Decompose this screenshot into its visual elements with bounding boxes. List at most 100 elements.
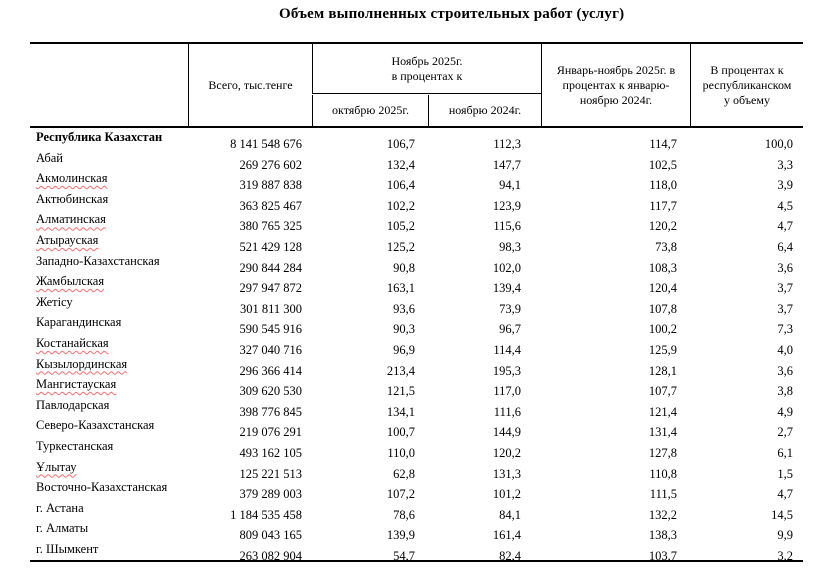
total-value-cell: 125 221 513 (239, 466, 303, 481)
republic-share-cell: 4,7 (777, 219, 793, 234)
percent-to-october-cell: 106,4 (386, 178, 415, 193)
region-name-cell: Восточно-Казахстанская (36, 480, 168, 495)
total-value-cell: 309 620 530 (239, 384, 303, 399)
percent-jan-nov-cell: 127,8 (648, 445, 677, 460)
table-row: г. Алматы 809 043 165 139,9 161,4 138,3 … (30, 519, 803, 543)
total-value-cell: 380 765 325 (239, 219, 303, 234)
percent-to-november-cell: 98,3 (499, 239, 521, 254)
table-row: Павлодарская 398 776 845 134,1 111,6 121… (30, 396, 803, 419)
total-value-cell: 297 947 872 (239, 281, 303, 296)
total-value-cell: 398 776 845 (239, 404, 303, 419)
percent-to-november-cell: 195,3 (492, 363, 521, 378)
table-row: Западно-Казахстанская 290 844 284 90,8 1… (30, 252, 803, 275)
percent-to-october-cell: 125,2 (386, 239, 415, 254)
percent-to-october-cell: 163,1 (386, 281, 415, 296)
region-name-cell: Ұлытау (36, 459, 77, 474)
region-name-cell: Алматинская (36, 212, 106, 227)
table-row: Республика Казахстан 8 141 548 676 106,7… (30, 128, 803, 151)
percent-jan-nov-cell: 120,4 (648, 281, 677, 296)
republic-share-cell: 3,3 (777, 157, 793, 172)
percent-to-november-cell: 147,7 (492, 157, 521, 172)
percent-to-october-cell: 100,7 (386, 425, 415, 440)
table-row: Жетісу 301 811 300 93,6 73,9 107,8 3,7 (30, 293, 803, 316)
total-value-cell: 269 276 602 (239, 157, 303, 172)
percent-jan-nov-cell: 110,8 (649, 466, 677, 481)
percent-to-october-cell: 90,3 (393, 322, 415, 337)
percent-jan-nov-cell: 107,8 (648, 301, 677, 316)
region-name-cell: г. Алматы (36, 521, 89, 536)
percent-jan-nov-cell: 128,1 (648, 363, 677, 378)
column-header-jan-nov-percent: Январь-ноябрь 2025г. в процентах к январ… (541, 44, 690, 126)
total-value-cell: 590 545 916 (239, 322, 303, 337)
percent-to-november-cell: 82,4 (499, 548, 521, 563)
percent-to-october-cell: 110,0 (387, 445, 415, 460)
republic-share-cell: 3,2 (777, 548, 793, 563)
total-value-cell: 319 887 838 (239, 178, 303, 193)
table-row: Карагандинская 590 545 916 90,3 96,7 100… (30, 313, 803, 337)
region-name-cell: Павлодарская (36, 397, 110, 412)
total-value-cell: 296 366 414 (239, 363, 303, 378)
percent-to-october-cell: 132,4 (386, 157, 415, 172)
republic-share-cell: 3,6 (777, 363, 793, 378)
percent-jan-nov-cell: 125,9 (648, 342, 677, 357)
total-value-cell: 219 076 291 (239, 425, 303, 440)
percent-to-november-cell: 161,4 (492, 528, 521, 543)
total-value-cell: 521 429 128 (239, 239, 303, 254)
region-name-cell: Карагандинская (36, 315, 122, 330)
table-row: Северо-Казахстанская 219 076 291 100,7 1… (30, 416, 803, 440)
republic-share-cell: 3,6 (777, 260, 793, 275)
table-row: г. Астана 1 184 535 458 78,6 84,1 132,2 … (30, 499, 803, 522)
republic-share-cell: 1,5 (777, 466, 793, 481)
total-value-cell: 327 040 716 (239, 342, 303, 357)
percent-to-november-cell: 84,1 (499, 507, 521, 522)
percent-jan-nov-cell: 102,5 (648, 157, 677, 172)
republic-share-cell: 4,9 (777, 404, 793, 419)
percent-to-november-cell: 73,9 (499, 301, 521, 316)
region-name-cell: Жетісу (36, 294, 73, 309)
region-name-cell: Абай (36, 150, 63, 165)
percent-jan-nov-cell: 107,7 (648, 384, 677, 399)
republic-share-cell: 4,5 (777, 198, 793, 213)
column-header-to-october: октябрю 2025г. (312, 95, 428, 126)
region-name-cell: Западно-Казахстанская (36, 253, 160, 268)
republic-share-cell: 3,7 (777, 281, 793, 296)
percent-to-october-cell: 121,5 (386, 384, 415, 399)
region-name-cell: Костанайская (36, 335, 109, 350)
percent-to-november-cell: 139,4 (492, 281, 521, 296)
percent-to-november-cell: 131,3 (492, 466, 521, 481)
total-value-cell: 301 811 300 (239, 301, 302, 316)
republic-share-cell: 100,0 (764, 137, 793, 151)
percent-to-october-cell: 96,9 (393, 342, 415, 357)
table-row: Костанайская 327 040 716 96,9 114,4 125,… (30, 334, 803, 357)
table-row: Алматинская 380 765 325 105,2 115,6 120,… (30, 210, 803, 234)
total-value-cell: 379 289 003 (239, 487, 303, 502)
total-value-cell: 363 825 467 (239, 198, 303, 213)
percent-to-october-cell: 107,2 (386, 487, 415, 502)
percent-to-october-cell: 102,2 (386, 198, 415, 213)
table-row: Туркестанская 493 162 105 110,0 120,2 12… (30, 437, 803, 460)
republic-share-cell: 4,0 (777, 342, 793, 357)
republic-share-cell: 9,9 (777, 528, 793, 543)
table-body: Республика Казахстан 8 141 548 676 106,7… (30, 128, 803, 563)
region-name-cell: Актюбинская (36, 191, 109, 206)
percent-to-october-cell: 93,6 (393, 301, 415, 316)
percent-to-october-cell: 78,6 (393, 507, 415, 522)
column-header-to-november: ноябрю 2024г. (428, 95, 541, 126)
percent-to-november-cell: 120,2 (492, 445, 521, 460)
percent-to-november-cell: 101,2 (492, 487, 521, 502)
percent-jan-nov-cell: 120,2 (648, 219, 677, 234)
percent-jan-nov-cell: 121,4 (648, 404, 677, 419)
region-name-cell: Республика Казахстан (36, 130, 163, 144)
percent-to-october-cell: 62,8 (393, 466, 415, 481)
republic-share-cell: 3,9 (777, 178, 793, 193)
republic-share-cell: 6,1 (777, 445, 793, 460)
region-name-cell: Кызылординская (36, 356, 128, 371)
percent-jan-nov-cell: 73,8 (655, 239, 677, 254)
percent-jan-nov-cell: 118,0 (649, 178, 677, 193)
percent-jan-nov-cell: 111,5 (649, 487, 677, 502)
region-name-cell: Северо-Казахстанская (36, 418, 155, 433)
region-name-cell: Акмолинская (36, 171, 108, 186)
table-row: г. Шымкент 263 082 904 54,7 82,4 103,7 3… (30, 540, 803, 563)
percent-to-november-cell: 144,9 (492, 425, 521, 440)
